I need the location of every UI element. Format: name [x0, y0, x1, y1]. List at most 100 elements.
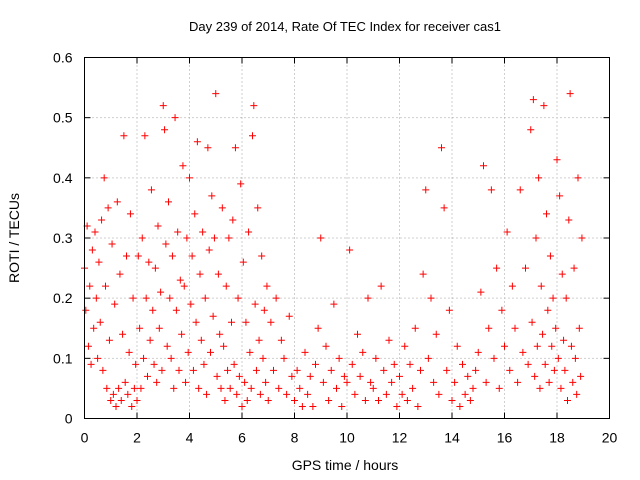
data-point: [104, 204, 112, 212]
data-point: [136, 324, 144, 332]
data-point: [398, 390, 406, 398]
data-point: [125, 348, 133, 356]
data-point: [239, 258, 247, 266]
data-point: [275, 384, 283, 392]
data-point: [220, 342, 228, 350]
data-point: [212, 90, 220, 98]
data-point: [511, 324, 519, 332]
y-axis-label: ROTI / TECUs: [6, 193, 22, 283]
data-point: [293, 366, 301, 374]
data-point: [161, 126, 169, 134]
data-point: [120, 132, 128, 140]
data-point: [209, 312, 217, 320]
data-point: [137, 384, 145, 392]
data-point: [346, 246, 354, 254]
data-point: [543, 210, 550, 218]
data-point: [200, 360, 208, 368]
data-point: [132, 360, 140, 368]
data-point: [456, 402, 464, 410]
data-point: [176, 276, 184, 284]
data-point: [422, 186, 430, 194]
data-point: [430, 378, 438, 386]
data-point: [396, 372, 403, 380]
data-point: [498, 306, 506, 314]
data-point: [208, 192, 216, 200]
x-tick-label: 8: [291, 430, 299, 446]
data-point: [99, 366, 107, 374]
data-point: [435, 390, 443, 398]
data-point: [487, 186, 495, 194]
data-point: [111, 300, 119, 308]
data-point: [178, 330, 186, 338]
data-point: [237, 180, 245, 188]
data-point: [333, 384, 340, 392]
data-point: [263, 282, 271, 290]
data-point: [91, 228, 99, 236]
data-point: [451, 378, 459, 386]
y-tick-label: 0.5: [53, 110, 73, 126]
data-point: [234, 294, 242, 302]
data-point: [84, 342, 92, 350]
data-point: [298, 402, 306, 410]
x-tick-label: 6: [238, 430, 246, 446]
data-point: [133, 396, 141, 404]
data-point: [283, 390, 291, 398]
data-point: [170, 384, 178, 392]
data-point: [280, 354, 288, 362]
x-tick-label: 2: [133, 430, 141, 446]
data-point: [385, 336, 393, 344]
y-tick-label: 0.3: [53, 230, 73, 246]
data-point: [138, 234, 146, 242]
data-point: [105, 336, 113, 344]
x-tick-label: 20: [602, 430, 618, 446]
data-point: [424, 354, 432, 362]
data-point: [485, 324, 493, 332]
data-point: [258, 252, 266, 260]
data-point: [570, 264, 578, 272]
data-point: [228, 318, 235, 326]
data-point: [577, 372, 585, 380]
data-point: [461, 390, 469, 398]
data-point: [168, 252, 176, 260]
data-point: [121, 378, 129, 386]
data-point: [226, 384, 234, 392]
data-point: [557, 384, 565, 392]
data-point: [343, 378, 351, 386]
data-point: [163, 342, 171, 350]
y-tick-label: 0: [65, 411, 73, 427]
data-point: [432, 330, 440, 338]
data-point: [214, 270, 222, 278]
data-point: [218, 204, 226, 212]
data-point: [113, 198, 121, 206]
data-point: [123, 252, 130, 260]
data-point: [86, 282, 94, 290]
data-point: [459, 360, 466, 368]
data-point: [406, 360, 414, 368]
data-point: [172, 306, 180, 314]
data-point: [464, 372, 472, 380]
data-point: [445, 306, 453, 314]
data-point: [531, 372, 539, 380]
data-point: [243, 396, 251, 404]
data-point: [87, 360, 95, 368]
data-point: [574, 174, 582, 182]
data-point: [537, 282, 545, 290]
data-point: [205, 246, 213, 254]
y-tick-label: 0.1: [53, 350, 73, 366]
x-tick-label: 14: [444, 430, 460, 446]
data-point: [443, 366, 451, 374]
data-point: [317, 234, 325, 242]
data-point: [401, 342, 409, 350]
data-point: [508, 282, 516, 290]
data-point: [382, 390, 390, 398]
data-point: [549, 294, 557, 302]
data-point: [338, 402, 346, 410]
y-tick-label: 0.6: [53, 50, 73, 66]
data-point: [309, 402, 317, 410]
x-tick-label: 18: [549, 430, 565, 446]
data-point: [474, 348, 482, 356]
data-point: [540, 102, 548, 110]
data-point: [482, 378, 490, 386]
data-point: [388, 378, 396, 386]
data-point: [222, 282, 230, 290]
